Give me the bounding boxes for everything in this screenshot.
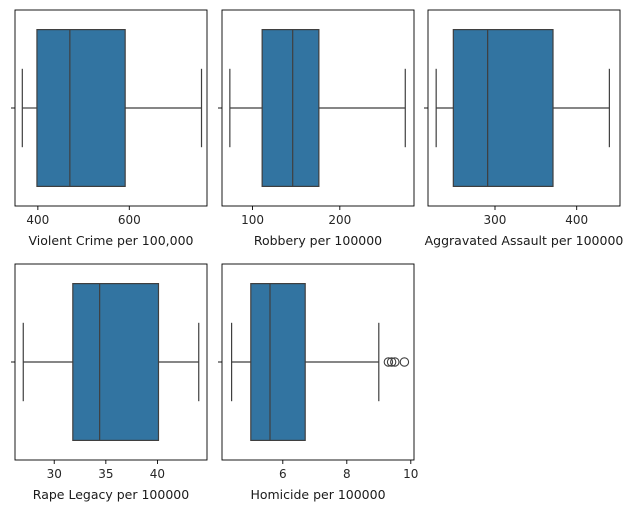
boxplot-panel-1: 400 600 Violent Crime per 100,000 xyxy=(11,9,208,248)
x-axis-label: Homicide per 100000 xyxy=(250,487,385,502)
x-tick-label: 200 xyxy=(328,213,351,227)
x-axis-label: Violent Crime per 100,000 xyxy=(29,233,194,248)
x-axis-label: Aggravated Assault per 100000 xyxy=(425,233,624,248)
x-tick-label: 400 xyxy=(26,213,49,227)
x-axis-label: Rape Legacy per 100000 xyxy=(33,487,189,502)
outlier-point xyxy=(386,357,397,367)
x-tick-label: 8 xyxy=(343,467,351,481)
x-tick-label: 6 xyxy=(279,467,287,481)
iqr-box xyxy=(250,283,306,442)
x-tick-label: 10 xyxy=(403,467,418,481)
iqr-box xyxy=(72,283,160,442)
boxplot-panel-4: 30 35 40 Rape Legacy per 100000 xyxy=(11,263,208,502)
x-tick-label: 35 xyxy=(98,467,113,481)
x-axis-label: Robbery per 100000 xyxy=(254,233,382,248)
x-tick-label: 400 xyxy=(565,213,588,227)
iqr-box xyxy=(261,29,320,188)
x-tick-label: 30 xyxy=(47,467,62,481)
boxplot-panel-3: 300 400 Aggravated Assault per 100000 xyxy=(424,9,624,248)
x-tick-label: 300 xyxy=(484,213,507,227)
boxplot-panel-5: 6 8 10 Homicide per 100000 xyxy=(218,263,418,502)
outlier-point xyxy=(399,357,410,367)
x-tick-label: 100 xyxy=(241,213,264,227)
iqr-box xyxy=(452,29,554,188)
boxplot-panel-2: 100 200 Robbery per 100000 xyxy=(218,9,415,248)
outlier-point xyxy=(383,357,394,367)
x-tick-label: 40 xyxy=(150,467,165,481)
iqr-box xyxy=(36,29,126,188)
x-tick-label: 600 xyxy=(118,213,141,227)
outlier-point xyxy=(390,357,400,367)
